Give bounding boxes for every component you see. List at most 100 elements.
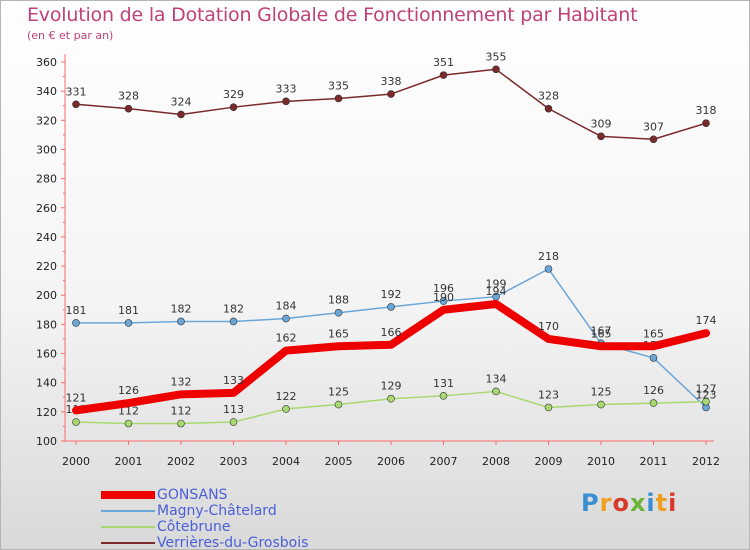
legend-swatch-gonsans — [101, 491, 155, 499]
data-point-cotebrune — [544, 403, 553, 412]
x-tick-label: 2010 — [587, 455, 615, 468]
x-tick-label: 2012 — [692, 455, 720, 468]
data-point-cotebrune — [649, 399, 658, 407]
data-label-magny-chatelard: 192 — [381, 288, 402, 301]
data-label-verrieres-du-grosbois: 307 — [643, 120, 664, 133]
data-label-verrieres-du-grosbois: 331 — [66, 85, 87, 98]
data-point-gonsans — [650, 343, 657, 350]
y-tick-label: 260 — [36, 202, 57, 215]
data-point-gonsans — [598, 343, 604, 350]
legend-swatch-cotebrune — [101, 526, 155, 528]
data-point-verrieres-du-grosbois — [492, 65, 500, 74]
data-label-cotebrune: 134 — [486, 372, 507, 385]
data-label-cotebrune: 123 — [538, 388, 559, 401]
data-label-verrieres-du-grosbois: 329 — [223, 88, 244, 101]
chart-title: Evolution de la Dotation Globale de Fonc… — [27, 4, 638, 26]
data-point-verrieres-du-grosbois — [387, 90, 395, 98]
data-label-verrieres-du-grosbois: 318 — [696, 104, 717, 117]
x-tick-label: 2008 — [482, 455, 510, 468]
data-point-verrieres-du-grosbois — [177, 110, 185, 119]
legend-swatch-magny-chatelard — [101, 510, 155, 512]
data-point-gonsans — [125, 400, 132, 407]
x-tick-label: 2002 — [167, 455, 195, 468]
data-point-verrieres-du-grosbois — [334, 94, 343, 103]
legend: GONSANS Magny-Châtelard Côtebrune Verriè… — [101, 487, 361, 550]
data-point-verrieres-du-grosbois — [544, 104, 553, 113]
legend-label-cotebrune: Côtebrune — [157, 519, 231, 535]
data-label-gonsans: 162 — [276, 332, 297, 345]
data-point-magny-chatelard — [387, 303, 395, 311]
data-point-verrieres-du-grosbois — [649, 135, 658, 144]
data-point-cotebrune — [334, 400, 343, 409]
data-label-gonsans: 190 — [433, 291, 454, 304]
data-label-magny-chatelard: 182 — [171, 302, 192, 315]
data-point-magny-chatelard — [229, 317, 238, 326]
data-point-magny-chatelard — [439, 297, 448, 305]
series-line-gonsans — [72, 299, 710, 415]
data-point-gonsans — [73, 407, 79, 414]
data-label-magny-chatelard: 184 — [276, 300, 297, 313]
legend-swatch-verrieres-du-grosbois — [101, 542, 155, 544]
data-label-cotebrune: 126 — [643, 384, 664, 397]
x-tick-label: 2004 — [272, 455, 300, 468]
data-point-cotebrune — [439, 392, 448, 400]
x-tick-label: 2006 — [377, 455, 405, 468]
legend-label-verrieres-du-grosbois: Verrières-du-Grosbois — [157, 535, 309, 550]
data-point-cotebrune — [597, 400, 605, 409]
data-point-cotebrune — [282, 405, 290, 413]
data-label-verrieres-du-grosbois: 309 — [591, 117, 612, 130]
data-label-verrieres-du-grosbois: 333 — [276, 82, 297, 95]
data-label-magny-chatelard: 123 — [696, 388, 717, 401]
y-tick-label: 240 — [36, 231, 57, 244]
data-label-verrieres-du-grosbois: 324 — [171, 95, 192, 108]
data-label-gonsans: 132 — [171, 375, 192, 388]
y-tick-label: 120 — [36, 406, 57, 419]
data-label-magny-chatelard: 181 — [118, 304, 139, 317]
x-tick-label: 2007 — [430, 455, 458, 468]
data-label-gonsans: 165 — [643, 327, 664, 340]
data-label-magny-chatelard: 196 — [433, 282, 454, 295]
data-point-gonsans — [440, 306, 447, 313]
data-label-magny-chatelard: 167 — [591, 324, 612, 337]
y-tick-label: 280 — [36, 173, 57, 186]
data-label-verrieres-du-grosbois: 328 — [538, 90, 559, 103]
data-label-cotebrune: 127 — [696, 383, 717, 396]
data-label-verrieres-du-grosbois: 351 — [433, 56, 454, 69]
data-label-gonsans: 170 — [538, 320, 559, 333]
data-point-gonsans — [703, 330, 709, 337]
chart-subtitle: (en € et par an) — [27, 29, 114, 42]
data-point-magny-chatelard — [282, 314, 290, 323]
legend-item-cotebrune: Côtebrune — [101, 519, 361, 535]
data-label-magny-chatelard: 181 — [66, 304, 87, 317]
y-tick-label: 140 — [36, 377, 57, 390]
data-point-verrieres-du-grosbois — [702, 119, 710, 128]
data-label-verrieres-du-grosbois: 328 — [118, 90, 139, 103]
data-label-gonsans: 165 — [328, 327, 349, 340]
data-label-verrieres-du-grosbois: 355 — [486, 50, 507, 63]
data-label-cotebrune: 122 — [276, 390, 297, 403]
data-point-gonsans — [283, 347, 289, 354]
legend-item-verrieres-du-grosbois: Verrières-du-Grosbois — [101, 535, 361, 550]
data-label-magny-chatelard: 218 — [538, 250, 559, 263]
data-point-magny-chatelard — [544, 265, 553, 273]
data-label-cotebrune: 129 — [381, 380, 402, 393]
data-point-gonsans — [230, 389, 237, 396]
legend-item-gonsans: GONSANS — [101, 487, 361, 503]
y-tick-label: 200 — [36, 289, 57, 302]
x-tick-label: 2001 — [115, 455, 143, 468]
data-point-cotebrune — [177, 419, 185, 428]
x-tick-label: 2011 — [640, 455, 668, 468]
data-point-gonsans — [335, 343, 342, 350]
data-label-cotebrune: 125 — [591, 386, 612, 399]
data-point-gonsans — [388, 341, 394, 348]
x-tick-label: 2005 — [325, 455, 353, 468]
data-point-gonsans — [178, 391, 184, 398]
data-label-gonsans: 174 — [696, 314, 717, 327]
x-tick-label: 2003 — [220, 455, 248, 468]
x-tick-label: 2000 — [62, 455, 90, 468]
y-tick-label: 300 — [36, 143, 57, 156]
y-tick-label: 340 — [36, 85, 57, 98]
y-tick-label: 360 — [36, 56, 57, 69]
